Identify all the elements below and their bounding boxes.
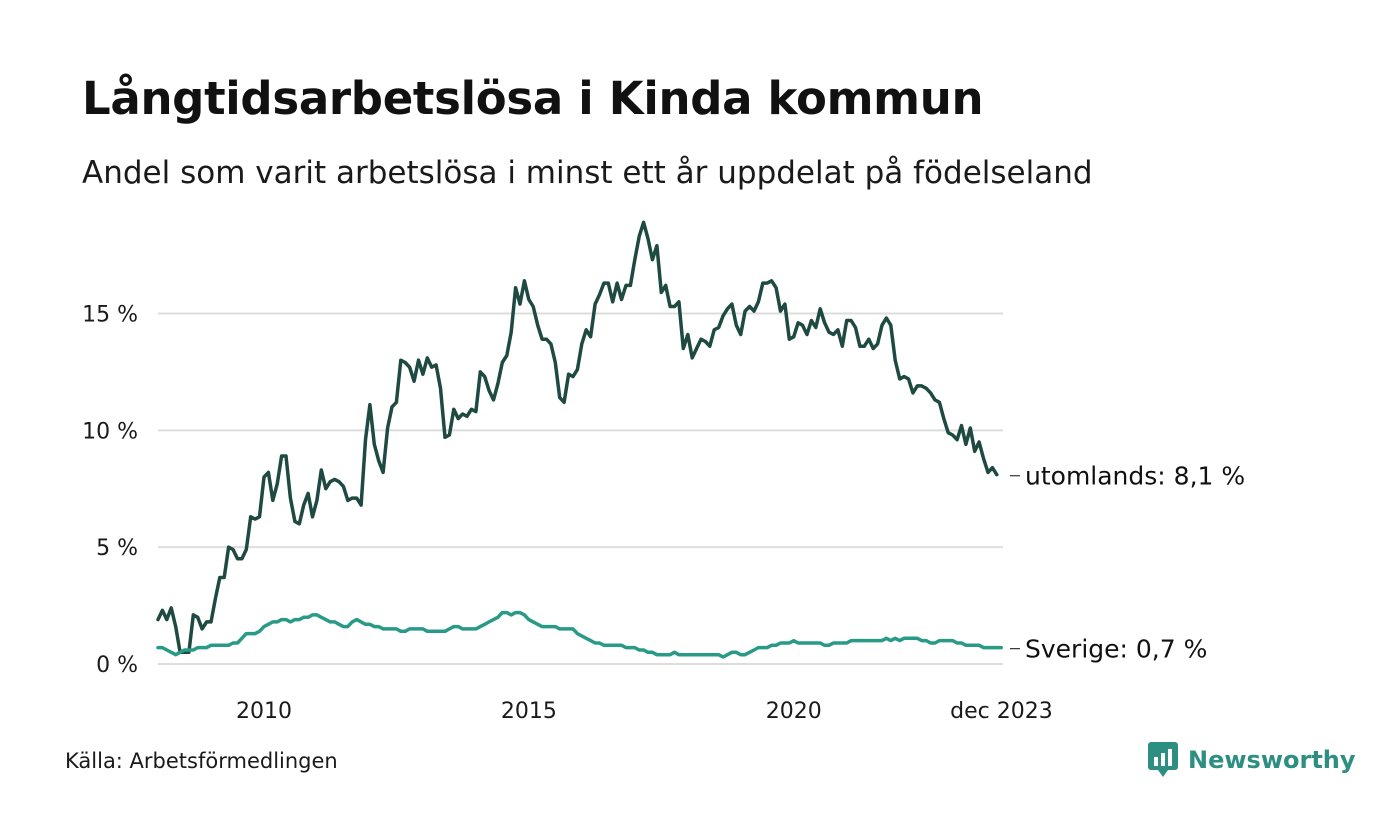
y-tick-label: 5 % bbox=[96, 536, 138, 561]
chart-subtitle: Andel som varit arbetslösa i minst ett å… bbox=[82, 155, 1093, 191]
series-end-label-sverige: Sverige: 0,7 % bbox=[1025, 635, 1207, 664]
gridlines bbox=[158, 312, 1003, 665]
series-line-utomlands bbox=[156, 220, 999, 655]
series-end-label-utomlands: utomlands: 8,1 % bbox=[1025, 462, 1245, 491]
x-tick-label: 2020 bbox=[766, 699, 822, 724]
series-lines bbox=[156, 220, 1003, 659]
brand-name: Newsworthy bbox=[1188, 746, 1356, 774]
y-tick-label: 0 % bbox=[96, 653, 138, 678]
x-axis-tick-labels: 2010 2015 2020 dec 2023 bbox=[236, 699, 1053, 724]
chart-title: Långtidsarbetslösa i Kinda kommun bbox=[82, 72, 984, 125]
brand[interactable]: Newsworthy bbox=[1148, 742, 1356, 778]
series-end-labels: utomlands: 8,1 % Sverige: 0,7 % bbox=[1010, 462, 1245, 664]
y-tick-label: 15 % bbox=[82, 302, 138, 327]
x-tick-label: 2010 bbox=[236, 699, 292, 724]
series-line-sverige bbox=[156, 610, 1003, 659]
x-tick-label: 2015 bbox=[501, 699, 557, 724]
y-axis-tick-labels: 0 % 5 % 10 % 15 % bbox=[82, 302, 138, 678]
newsworthy-logo-icon bbox=[1148, 742, 1178, 777]
x-tick-label: dec 2023 bbox=[950, 699, 1053, 724]
y-tick-label: 10 % bbox=[82, 419, 138, 444]
source-note: Källa: Arbetsförmedlingen bbox=[65, 749, 338, 773]
